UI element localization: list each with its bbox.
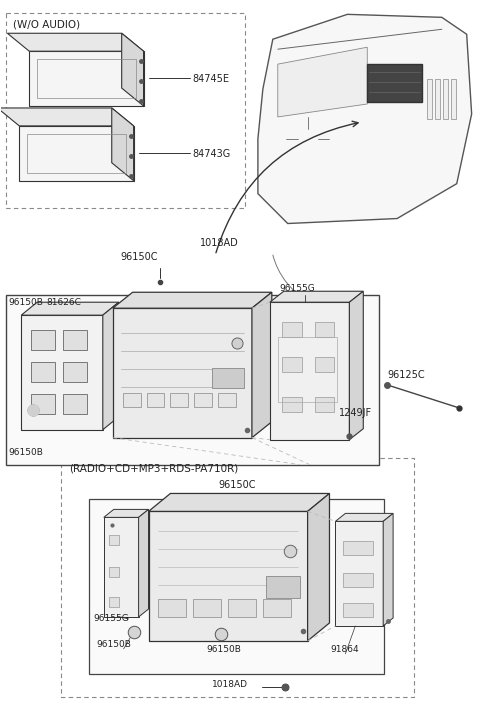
Polygon shape <box>113 292 272 308</box>
Bar <box>109 597 119 607</box>
Polygon shape <box>148 493 329 511</box>
Polygon shape <box>19 126 133 181</box>
Text: 96150B: 96150B <box>8 298 43 307</box>
Bar <box>218 393 236 407</box>
Bar <box>282 357 301 372</box>
Bar <box>278 337 337 402</box>
Polygon shape <box>349 292 363 439</box>
Text: (W/O AUDIO): (W/O AUDIO) <box>13 19 81 29</box>
Polygon shape <box>29 51 144 106</box>
Polygon shape <box>270 302 349 439</box>
Bar <box>27 134 126 173</box>
Polygon shape <box>270 292 363 302</box>
Polygon shape <box>252 292 272 438</box>
Text: 1249JF: 1249JF <box>339 408 372 418</box>
Polygon shape <box>21 302 119 315</box>
Bar <box>282 397 301 412</box>
Polygon shape <box>103 302 119 429</box>
Polygon shape <box>122 33 144 106</box>
Text: 1018AD: 1018AD <box>200 238 239 248</box>
Polygon shape <box>112 108 133 181</box>
Bar <box>123 393 141 407</box>
Bar <box>63 362 87 382</box>
Bar <box>263 599 291 617</box>
Polygon shape <box>104 518 139 617</box>
Polygon shape <box>148 511 308 641</box>
Bar <box>266 576 300 598</box>
Polygon shape <box>383 513 393 626</box>
Polygon shape <box>278 47 367 117</box>
Bar <box>63 330 87 350</box>
Bar <box>63 394 87 414</box>
Text: 96150B: 96150B <box>206 645 241 654</box>
Text: 96150B: 96150B <box>8 448 43 456</box>
Bar <box>343 573 373 587</box>
Bar <box>31 330 55 350</box>
Bar <box>443 79 448 119</box>
Bar <box>314 397 335 412</box>
Bar <box>314 322 335 337</box>
Polygon shape <box>7 33 144 51</box>
Bar <box>451 79 456 119</box>
Polygon shape <box>113 308 252 438</box>
Bar <box>109 567 119 577</box>
Text: 84743G: 84743G <box>192 149 230 159</box>
Polygon shape <box>336 521 383 626</box>
Bar <box>6 14 245 208</box>
Bar <box>193 599 221 617</box>
Bar <box>158 599 186 617</box>
Bar <box>61 458 414 697</box>
Bar <box>212 368 244 388</box>
Polygon shape <box>258 14 472 223</box>
Bar <box>194 393 212 407</box>
Text: 96150C: 96150C <box>120 252 158 262</box>
Text: 84745E: 84745E <box>192 74 229 84</box>
Text: 96155G: 96155G <box>94 614 130 623</box>
Bar <box>170 393 188 407</box>
Text: 96155G: 96155G <box>280 284 315 293</box>
Text: 96150C: 96150C <box>218 479 256 489</box>
Bar <box>6 295 379 464</box>
Text: 91864: 91864 <box>330 645 359 654</box>
Bar <box>31 394 55 414</box>
Text: 96150B: 96150B <box>97 640 132 649</box>
Bar <box>435 79 440 119</box>
Polygon shape <box>21 315 103 429</box>
Text: 96125C: 96125C <box>387 370 425 380</box>
Bar <box>367 64 422 102</box>
Bar <box>89 499 384 674</box>
Bar <box>146 393 165 407</box>
Polygon shape <box>104 509 148 518</box>
Bar <box>314 357 335 372</box>
Text: (RADIO+CD+MP3+RDS-PA710R): (RADIO+CD+MP3+RDS-PA710R) <box>69 464 238 474</box>
Polygon shape <box>139 509 148 617</box>
Bar <box>37 59 136 98</box>
Polygon shape <box>336 513 393 521</box>
Bar <box>31 362 55 382</box>
Text: 81626C: 81626C <box>46 298 81 307</box>
Bar <box>109 535 119 545</box>
Bar <box>228 599 256 617</box>
Bar <box>427 79 432 119</box>
Text: 1018AD: 1018AD <box>212 680 248 689</box>
Polygon shape <box>308 493 329 641</box>
Bar <box>343 541 373 555</box>
Polygon shape <box>0 108 133 126</box>
Bar <box>282 322 301 337</box>
Bar <box>343 603 373 617</box>
